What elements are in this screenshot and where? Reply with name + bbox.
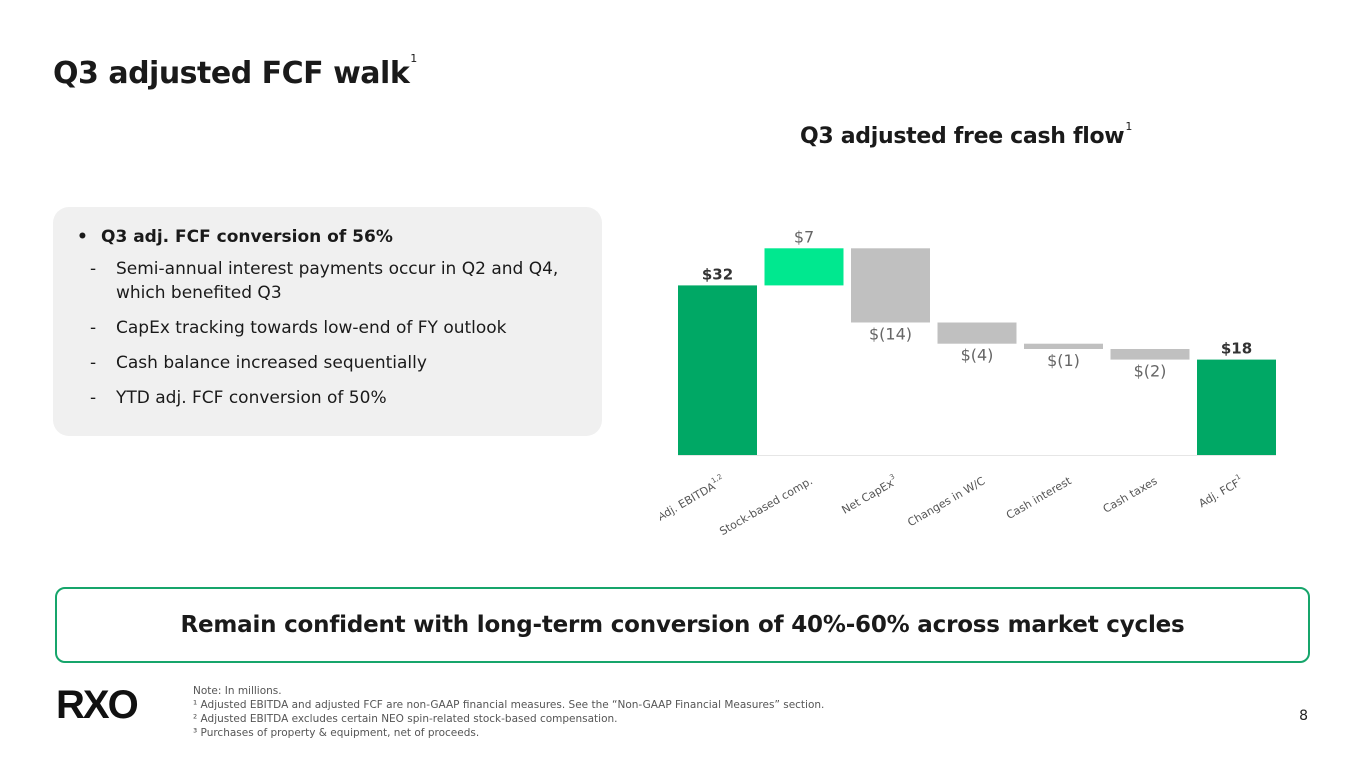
- category-label: Net CapEx3: [838, 473, 899, 517]
- chart-title: Q3 adjusted free cash flow1: [799, 120, 1133, 149]
- key-point-item: CapEx tracking towards low-end of FY out…: [75, 316, 582, 340]
- waterfall-chart: $32 Adj. EBITDA1,2 $7 Stock-based comp. $(14…: [660, 227, 1276, 538]
- category-footnote: 1: [1234, 473, 1242, 482]
- category-footnote: 1,2: [710, 473, 724, 485]
- conclusion-callout: Remain confident with long-term conversi…: [55, 587, 1310, 663]
- bar-adj-ebitda: [678, 285, 757, 455]
- bar-adj-fcf: [1197, 359, 1276, 455]
- chart-title-footnote: 1: [1125, 120, 1133, 133]
- category-label: Adj. EBITDA1,2: [660, 473, 727, 524]
- data-label: $(2): [1134, 362, 1167, 381]
- footnote-line: Note: In millions.: [193, 685, 282, 697]
- category-label: Stock-based comp.: [717, 474, 815, 538]
- category-label: Cash interest: [1004, 474, 1074, 522]
- bar-cash-interest: [1024, 343, 1103, 349]
- key-point-list: Semi-annual interest payments occur in Q…: [75, 257, 582, 410]
- rxo-logo: RXO: [56, 683, 139, 727]
- category-footnote: 3: [888, 473, 896, 482]
- footnote-line: ³ Purchases of property & equipment, net…: [193, 727, 480, 739]
- data-label: $7: [794, 227, 814, 246]
- footnote-line: ¹ Adjusted EBITDA and adjusted FCF are n…: [193, 699, 825, 711]
- data-label: $(4): [961, 346, 994, 365]
- data-label: $32: [702, 265, 733, 283]
- page-title: Q3 adjusted FCF walk1: [53, 52, 417, 91]
- footnote-line: ² Adjusted EBITDA excludes certain NEO s…: [193, 713, 618, 725]
- footnotes: Note: In millions. ¹ Adjusted EBITDA and…: [193, 684, 824, 740]
- key-point-main: Q3 adj. FCF conversion of 56%: [75, 227, 582, 247]
- bar-net-capex: [851, 248, 930, 323]
- data-label: $(14): [869, 325, 912, 344]
- bar-cash-taxes: [1110, 349, 1190, 360]
- bar-stock-based-comp: [764, 248, 844, 286]
- key-point-item: Semi-annual interest payments occur in Q…: [75, 257, 582, 305]
- key-point-item: Cash balance increased sequentially: [75, 351, 582, 375]
- key-point-item: YTD adj. FCF conversion of 50%: [75, 386, 582, 410]
- title-footnote: 1: [410, 52, 417, 65]
- key-points-panel: Q3 adj. FCF conversion of 56% Semi-annua…: [53, 207, 602, 436]
- category-label: Changes in W/C: [905, 474, 987, 529]
- category-label: Cash taxes: [1101, 474, 1160, 516]
- data-label: $18: [1221, 340, 1252, 358]
- bar-changes-in-w-c: [937, 322, 1017, 344]
- data-label: $(1): [1047, 351, 1080, 370]
- page-number: 8: [1299, 708, 1308, 724]
- category-label: Adj. FCF1: [1196, 473, 1246, 511]
